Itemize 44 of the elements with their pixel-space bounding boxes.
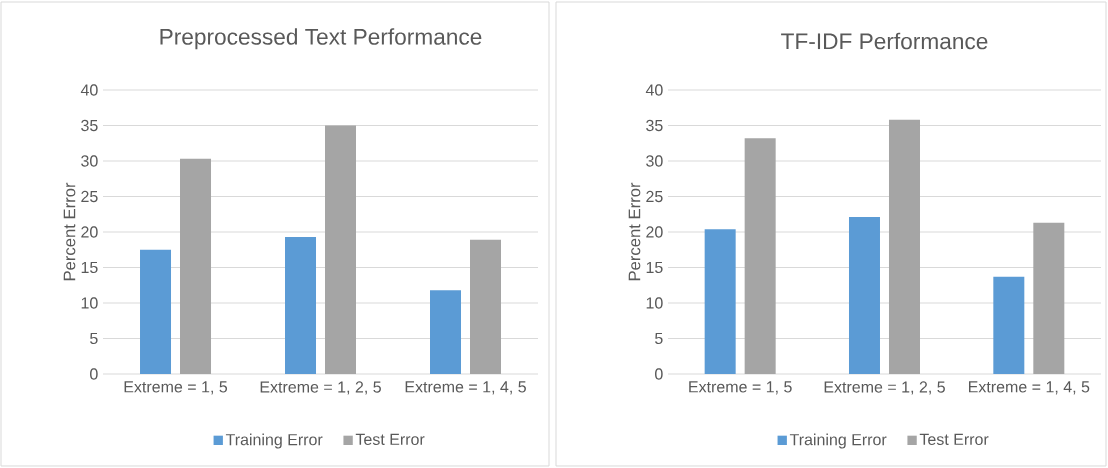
bar	[704, 229, 736, 374]
bar	[993, 276, 1025, 374]
bar	[888, 119, 920, 374]
x-tick-label: Extreme = 1, 2, 5	[260, 381, 381, 395]
bar	[325, 125, 357, 374]
y-tick-label: 25	[81, 190, 98, 203]
y-tick-label: 0	[655, 368, 663, 380]
y-tick-label: 15	[646, 261, 663, 274]
legend-label: Test Error	[919, 433, 989, 445]
y-tick-label: 40	[645, 84, 663, 96]
y-tick-label: 20	[646, 226, 663, 238]
bar	[180, 158, 212, 374]
x-tick-label: Extreme = 1, 2, 5	[824, 381, 945, 395]
y-tick-label: 40	[80, 84, 98, 96]
y-axis-title: Percent Error	[63, 182, 76, 281]
x-tick-label: Extreme = 1, 5	[689, 381, 792, 395]
bar	[470, 239, 501, 374]
bar	[848, 217, 880, 374]
legend-label: Test Error	[355, 433, 425, 445]
bar	[1033, 222, 1065, 374]
bar	[744, 138, 776, 374]
chart-title: Preprocessed Text Performance	[160, 28, 482, 50]
y-axis-title: Percent Error	[628, 182, 641, 281]
y-tick-label: 5	[90, 332, 98, 345]
bar	[140, 249, 172, 374]
bar	[430, 290, 461, 374]
legend-label: Training Error	[789, 433, 887, 449]
bar	[285, 236, 317, 374]
y-tick-label: 10	[81, 297, 98, 309]
x-tick-label: Extreme = 1, 4, 5	[405, 381, 526, 395]
y-tick-label: 30	[81, 155, 98, 167]
y-tick-label: 15	[81, 261, 98, 274]
legend-label: Training Error	[225, 433, 323, 449]
y-tick-label: 5	[655, 332, 663, 345]
x-tick-label: Extreme = 1, 4, 5	[969, 381, 1090, 395]
x-tick-label: Extreme = 1, 5	[124, 381, 228, 395]
y-tick-label: 0	[90, 368, 98, 380]
y-tick-label: 20	[81, 226, 98, 238]
y-tick-label: 35	[646, 119, 663, 132]
chart-title: TF-IDF Performance	[781, 32, 988, 50]
y-tick-label: 30	[646, 155, 663, 167]
y-tick-label: 25	[646, 190, 663, 203]
y-tick-label: 35	[81, 119, 98, 132]
y-tick-label: 10	[646, 297, 663, 309]
